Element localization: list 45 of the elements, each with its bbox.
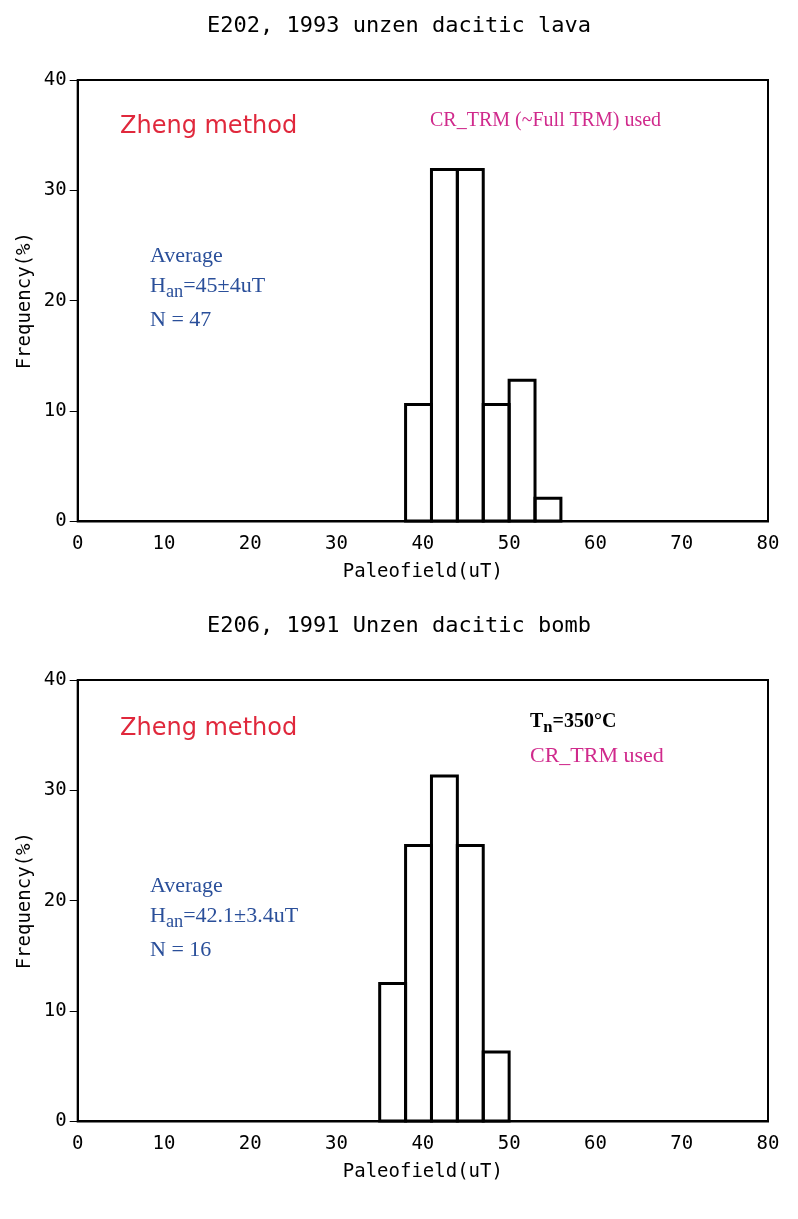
y-tick-label: 0 (55, 1108, 67, 1131)
annotation: N = 16 (150, 935, 212, 963)
x-tick-label: 10 (152, 1130, 176, 1153)
y-tick-label: 40 (43, 666, 67, 689)
x-axis-title: Paleofield(uT) (342, 1158, 503, 1181)
x-tick-label: 10 (152, 530, 176, 553)
annotation: H$_{an}$=42.1±3.4uT (150, 901, 299, 934)
x-tick-label: 0 (71, 1130, 84, 1153)
annotation: N = 47 (150, 305, 212, 333)
y-tick-label: 20 (43, 887, 67, 910)
y-tick-label: 20 (43, 287, 67, 310)
x-tick-label: 50 (497, 1130, 521, 1153)
x-tick-label: 50 (497, 530, 521, 553)
chart-title: E206, 1991 Unzen dacitic bomb (205, 612, 593, 637)
annotation: Zheng method (120, 110, 298, 140)
x-tick-label: 40 (411, 530, 435, 553)
x-tick-label: 80 (756, 1130, 780, 1153)
annotation: T$_{n}$=350°C (530, 708, 617, 738)
x-tick-label: 70 (670, 530, 694, 553)
x-tick-label: 70 (670, 1130, 694, 1153)
x-tick-label: 30 (325, 1130, 348, 1153)
y-tick-label: 40 (43, 66, 67, 89)
annotation: Average (150, 871, 223, 899)
x-tick-label: 60 (583, 1130, 607, 1153)
x-tick-label: 80 (756, 530, 780, 553)
annotation: H$_{an}$=45±4uT (150, 271, 266, 304)
x-tick-label: 30 (325, 530, 348, 553)
annotation: CR_TRM used (530, 741, 664, 769)
x-axis-title: Paleofield(uT) (342, 558, 503, 581)
x-tick-label: 40 (411, 1130, 435, 1153)
y-tick-label: 0 (55, 508, 67, 531)
annotation: CR_TRM (~Full TRM) used (430, 107, 662, 133)
x-tick-label: 20 (238, 1130, 262, 1153)
y-axis-title: Frequency(%) (12, 832, 35, 970)
annotation: Zheng method (120, 712, 298, 742)
y-tick-label: 10 (43, 997, 67, 1020)
y-tick-label: 10 (43, 397, 67, 420)
y-axis-title: Frequency(%) (12, 232, 35, 370)
x-tick-label: 60 (583, 530, 607, 553)
x-tick-label: 20 (238, 530, 262, 553)
y-tick-label: 30 (43, 177, 67, 200)
y-tick-label: 30 (43, 777, 67, 800)
x-tick-label: 0 (71, 530, 84, 553)
annotation: Average (150, 241, 223, 269)
chart-title: E202, 1993 unzen dacitic lava (205, 12, 593, 37)
